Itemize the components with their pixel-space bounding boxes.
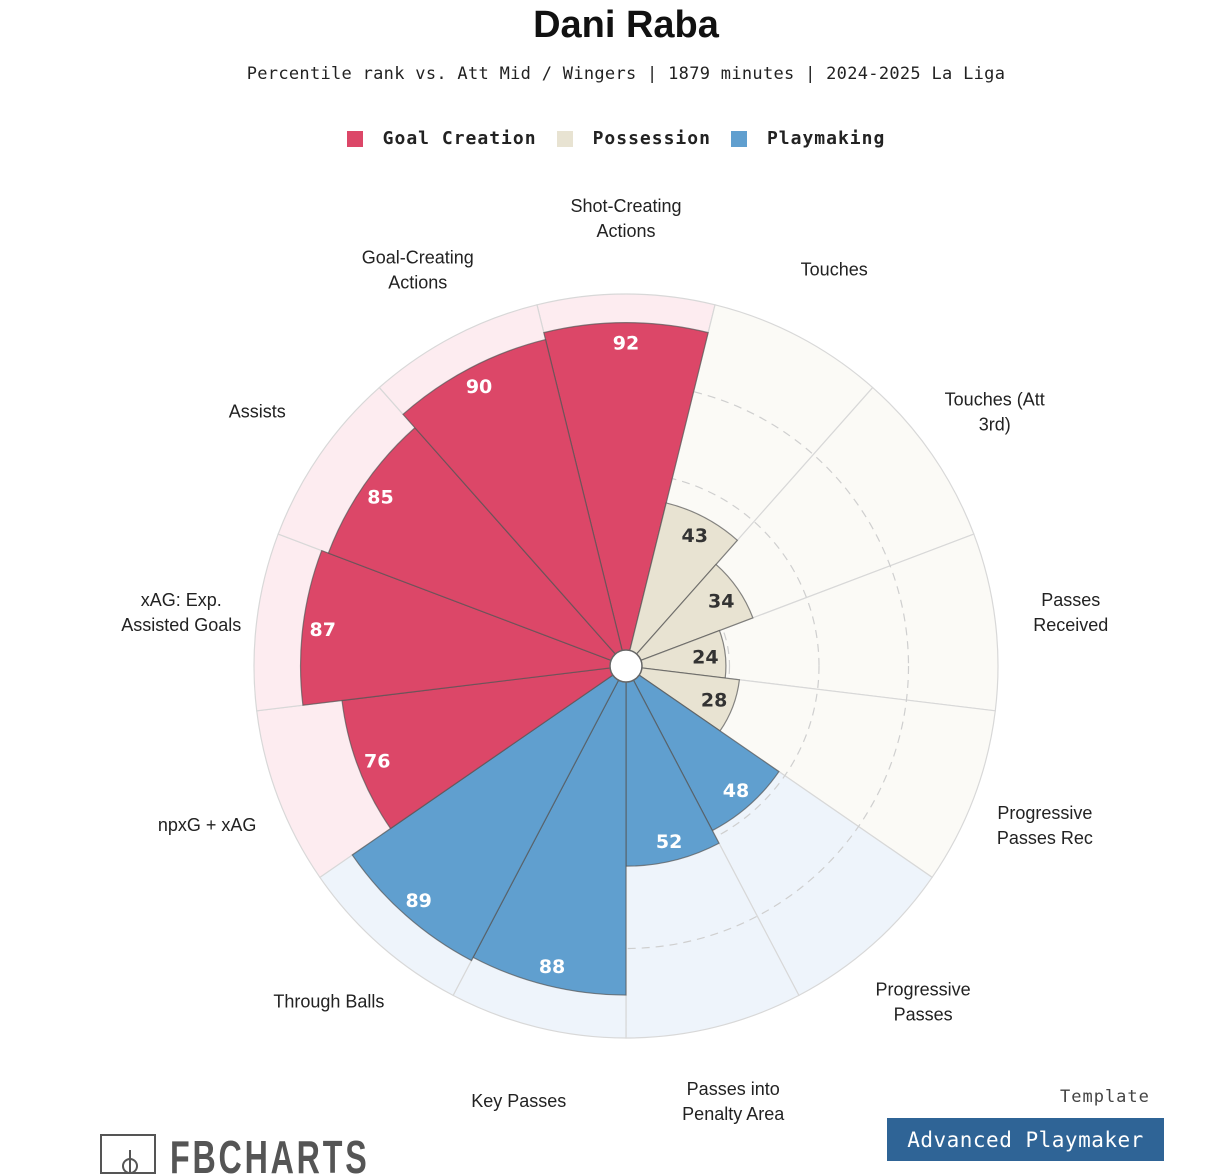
value-label-shot-creating-actions: 92 — [613, 333, 639, 355]
value-label-key-passes: 88 — [539, 956, 565, 978]
value-label-touches-att-3rd: 34 — [708, 590, 734, 612]
legend-label-playmaking: Playmaking — [766, 128, 886, 149]
chart-subtitle: Percentile rank vs. Att Mid / Wingers | … — [246, 64, 1006, 84]
category-label-goal-creating-actions: Goal-Creating Actions — [362, 247, 474, 292]
category-label-passes-received: Passes Received — [1033, 590, 1108, 635]
legend-label-possession: Possession — [592, 128, 711, 149]
legend-label-goal-creation: Goal Creation — [382, 128, 537, 149]
category-label-key-passes: Key Passes — [471, 1091, 566, 1111]
value-label-progressive-passes: 48 — [723, 780, 749, 802]
template-badge: Advanced Playmaker — [887, 1118, 1164, 1161]
value-label-through-balls: 89 — [405, 890, 431, 912]
value-label-goal-creating-actions: 90 — [466, 376, 492, 398]
category-label-progressive-passes: Progressive Passes — [876, 979, 971, 1024]
chart-title: Dani Raba — [533, 4, 719, 46]
value-label-passes-into-penalty-area: 52 — [656, 831, 682, 853]
legend-item-goal-creation: Goal Creation — [346, 128, 537, 149]
category-label-touches-att-3rd: Touches (Att 3rd) — [945, 390, 1045, 435]
brand-name: FBCHARTS — [170, 1134, 370, 1176]
category-label-npxg-xag: npxG + xAG — [158, 815, 257, 835]
category-label-assists: Assists — [229, 402, 286, 422]
value-label-passes-received: 24 — [692, 646, 718, 668]
brand-logo: FBCHARTS — [100, 1134, 455, 1176]
category-label-xag-exp-assisted-goals: xAG: Exp. Assisted Goals — [121, 590, 241, 635]
value-label-touches: 43 — [682, 525, 708, 547]
value-label-npxg-xag: 76 — [364, 750, 390, 772]
legend-swatch-goal-creation — [346, 130, 363, 147]
category-label-shot-creating-actions: Shot-Creating Actions — [570, 196, 681, 241]
legend: Goal Creation Possession Playmaking — [0, 128, 1210, 149]
category-label-touches: Touches — [801, 259, 868, 279]
template-caption: Template — [1060, 1087, 1150, 1107]
legend-swatch-possession — [556, 130, 573, 147]
category-label-progressive-passes-rec: Progressive Passes Rec — [997, 803, 1093, 848]
legend-swatch-playmaking — [730, 130, 747, 147]
category-label-passes-into-penalty-area: Passes into Penalty Area — [682, 1079, 785, 1124]
value-label-progressive-passes-rec: 28 — [701, 689, 727, 711]
legend-item-possession: Possession — [556, 128, 711, 149]
value-label-xag-exp-assisted-goals: 87 — [310, 619, 336, 641]
center-circle — [609, 649, 643, 683]
category-label-through-balls: Through Balls — [273, 991, 384, 1011]
pitch-icon — [100, 1134, 156, 1174]
legend-item-playmaking: Playmaking — [730, 128, 886, 149]
value-label-assists: 85 — [367, 487, 393, 509]
